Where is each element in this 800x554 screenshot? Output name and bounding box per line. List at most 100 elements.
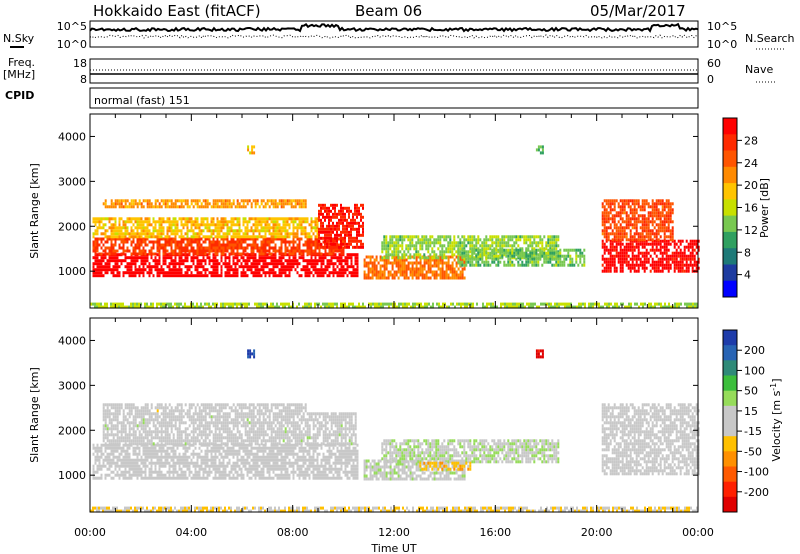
heatmap-cell-1	[164, 249, 167, 253]
heatmap-cell-2	[144, 217, 147, 221]
heatmap-cell-4	[350, 218, 352, 222]
heatmap-cell-8	[661, 260, 664, 264]
heatmap-cell-2	[190, 220, 193, 224]
heatmap-cell-12	[600, 305, 602, 309]
heatmap-cell-12	[332, 302, 334, 306]
heatmap-cell-1	[92, 246, 95, 250]
heatmap-cell-4	[344, 236, 346, 240]
heatmap-cell-2	[240, 235, 243, 239]
heatmap-cell-6	[489, 238, 492, 242]
heatmap-cell-8	[637, 263, 640, 267]
heatmap-cell-0	[128, 265, 131, 269]
heatmap-cell-12	[204, 302, 206, 306]
heatmap-cell-2	[194, 235, 197, 239]
heatmap-cell-1	[254, 246, 257, 250]
heatmap-cell-1	[196, 237, 199, 241]
heatmap-cell-0	[346, 265, 349, 269]
heatmap-cell-5	[397, 264, 400, 268]
heatmap-cell-6	[473, 235, 476, 239]
heatmap-cell-6	[429, 244, 432, 248]
heatmap-cell-0	[290, 265, 293, 269]
heatmap-cell-1	[316, 252, 319, 256]
heatmap-cell-8	[633, 245, 636, 249]
heatmap-cell-0	[166, 265, 169, 269]
heatmap-cell-6	[419, 253, 422, 257]
heatmap-cell-2	[158, 217, 161, 221]
heatmap-cell-7	[477, 251, 480, 255]
heatmap-cell-7	[559, 260, 562, 264]
heatmap-cell-3	[304, 199, 307, 203]
heatmap-cell-2	[296, 229, 299, 233]
heatmap-cell-0	[108, 265, 111, 269]
heatmap-cell-2	[228, 226, 231, 230]
heatmap-cell-8	[633, 248, 636, 252]
heatmap-cell-6	[417, 238, 420, 242]
heatmap-cell-5	[423, 261, 426, 265]
heatmap-cell-5	[417, 276, 420, 280]
heatmap-cell-2	[174, 232, 177, 236]
heatmap-cell-5	[403, 276, 406, 280]
heatmap-cell-0	[270, 268, 273, 272]
heatmap-cell-9	[601, 202, 604, 206]
heatmap-cell-9	[643, 229, 646, 233]
heatmap-cell-3	[282, 202, 285, 206]
heatmap-cell-3	[260, 202, 263, 206]
heatmap-cell-5	[421, 276, 424, 280]
heatmap-cell-6	[387, 241, 390, 245]
heatmap-cell-2	[96, 220, 99, 224]
heatmap-cell-2	[276, 226, 279, 230]
heatmap-cell-4	[338, 224, 340, 228]
heatmap-cell-1	[220, 249, 223, 253]
heatmap-cell-9	[637, 199, 640, 203]
heatmap-cell-2	[290, 217, 293, 221]
heatmap-cell-12	[564, 305, 566, 309]
heatmap-cell-6	[413, 256, 416, 260]
heatmap-cell-4	[328, 224, 330, 228]
heatmap-cell-1	[284, 240, 287, 244]
heatmap-cell-7	[499, 260, 502, 264]
heatmap-cell-9	[605, 202, 608, 206]
heatmap-cell-4	[328, 221, 330, 225]
heatmap-cell-2	[136, 235, 139, 239]
heatmap-cell-1	[294, 246, 297, 250]
heatmap-cell-4	[348, 233, 350, 237]
heatmap-cell-7	[553, 257, 556, 261]
heatmap-cell-7	[519, 263, 522, 267]
heatmap-cell-0	[206, 256, 209, 260]
heatmap-cell-1	[304, 240, 307, 244]
heatmap-cell-4	[346, 209, 348, 213]
heatmap-cell-0	[226, 256, 229, 260]
heatmap-cell-8	[609, 242, 612, 246]
heatmap-cell-6	[399, 235, 402, 239]
heatmap-cell-2	[298, 223, 301, 227]
heatmap-cell-6	[493, 250, 496, 254]
heatmap-cell-4	[326, 239, 328, 243]
heatmap-cell-8	[663, 266, 666, 270]
heatmap-cell-0	[96, 470, 99, 474]
heatmap-cell-8	[617, 260, 620, 264]
heatmap-cell-0	[310, 271, 313, 275]
heatmap-cell-5	[415, 255, 418, 259]
heatmap-cell-4	[360, 233, 362, 237]
heatmap-cell-9	[625, 199, 628, 203]
heatmap-cell-1	[190, 246, 193, 250]
heatmap-cell-2	[246, 223, 249, 227]
heatmap-cell-12	[446, 305, 448, 309]
heatmap-cell-3	[114, 202, 117, 206]
heatmap-cell-8	[677, 245, 680, 249]
heatmap-cell-9	[659, 211, 662, 215]
heatmap-cell-7	[471, 260, 474, 264]
heatmap-cell-4	[320, 209, 322, 213]
heatmap-cell-5	[391, 264, 394, 268]
heatmap-cell-1	[228, 246, 231, 250]
heatmap-cell-8	[653, 266, 656, 270]
heatmap-cell-12	[580, 305, 582, 309]
heatmap-cell-8	[685, 239, 688, 243]
heatmap-cell-12	[182, 305, 184, 309]
heatmap-cell-8	[683, 251, 686, 255]
heatmap-cell-1	[342, 240, 345, 244]
heatmap-cell-6	[509, 238, 512, 242]
heatmap-cell-6	[387, 250, 390, 254]
heatmap-cell-2	[302, 226, 305, 230]
heatmap-cell-7	[557, 254, 560, 258]
